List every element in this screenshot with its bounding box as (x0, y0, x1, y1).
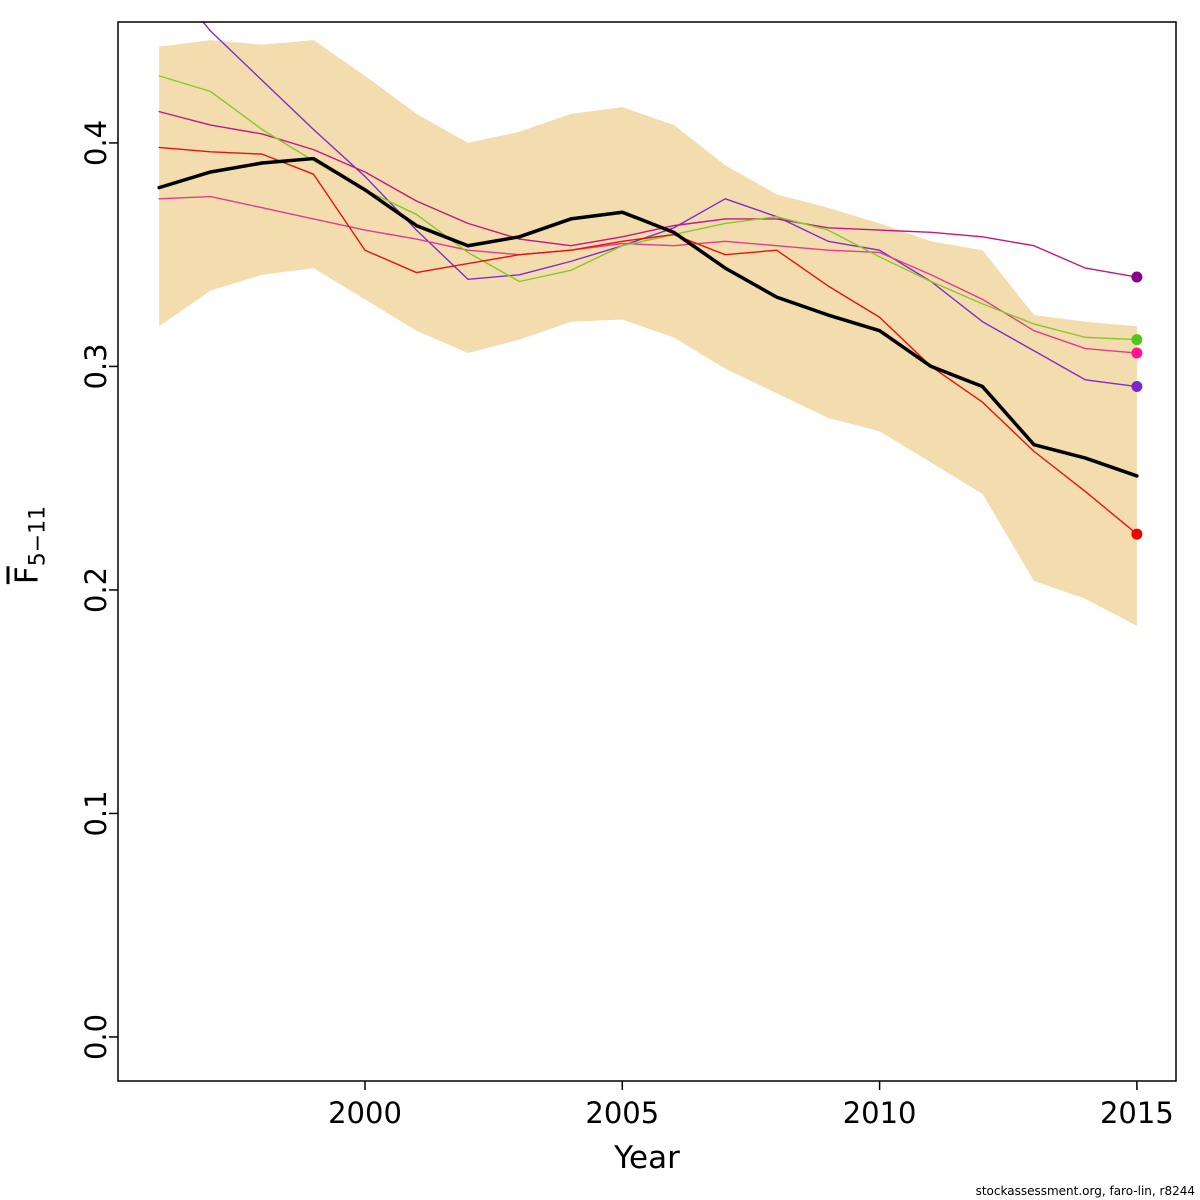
endpoint-dot-retro-run-maroon (1131, 271, 1143, 283)
y-axis-title: F5−11 (10, 506, 51, 584)
x-tick-label: 2000 (328, 1096, 402, 1130)
x-axis-title: Year (614, 1140, 680, 1176)
endpoint-dot-retro-run-magenta (1131, 347, 1143, 359)
series-line-retro-run-maroon (158, 110, 1138, 278)
y-tick-label: 0.3 (79, 343, 113, 389)
endpoint-dot-retro-run-green (1131, 334, 1143, 346)
x-tick-label: 2015 (1100, 1096, 1174, 1130)
y-axis-title-fbar: F (9, 566, 46, 585)
y-tick-label: 0.2 (79, 567, 113, 613)
series-line-base-run (157, 156, 1139, 478)
plot-area-group (157, 22, 1139, 626)
series-line-retro-run-purple (202, 22, 1138, 388)
plot-frame (117, 21, 1177, 1082)
y-tick-label: 0.0 (79, 1014, 113, 1060)
x-tick-label: 2005 (585, 1096, 659, 1130)
watermark-text: stockassessment.org, faro-lin, r8244 (975, 1184, 1195, 1198)
y-axis-title-subscript: 5−11 (25, 505, 51, 567)
x-tick-label: 2010 (843, 1096, 917, 1130)
series-line-retro-run-magenta (158, 195, 1138, 354)
y-tick-label: 0.4 (79, 120, 113, 166)
endpoint-dot-retro-run-purple (1131, 381, 1143, 393)
series-line-retro-run-red (158, 146, 1138, 535)
endpoint-dot-retro-run-red (1131, 528, 1143, 540)
confidence-band (159, 40, 1137, 626)
y-tick-label: 0.1 (79, 790, 113, 836)
